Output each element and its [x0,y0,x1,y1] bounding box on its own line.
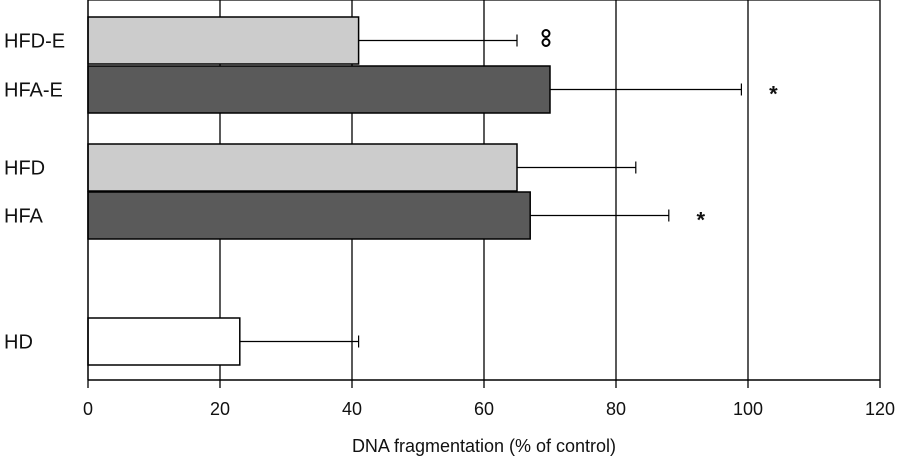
bar-hfa [87,191,531,240]
annotation-hfa: * [697,208,706,233]
x-tick-label-0: 0 [83,399,93,419]
error-bars [239,34,743,348]
x-tick-label-40: 40 [342,399,362,419]
x-tick-label-100: 100 [733,399,763,419]
category-label-hd: HD [4,332,33,354]
x-tick-label-20: 20 [210,399,230,419]
x-tick-label-80: 80 [606,399,626,419]
x-tick-labels: 0 20 40 60 80 100 120 [83,399,895,419]
annotation-hfd-e: °° [541,29,551,47]
axes [87,0,881,388]
x-axis-title: DNA fragmentation (% of control) [352,436,616,456]
bars [87,16,551,366]
category-label-hfa-e: HFA-E [4,80,63,102]
significance-markers: °° * * [541,29,778,233]
category-label-hfd-e: HFD-E [4,31,65,53]
category-label-hfd: HFD [4,158,45,180]
bar-hfa-e [87,65,551,114]
bar-hd [87,317,241,366]
category-labels: HFD-E HFA-E HFD HFA HD [4,31,65,354]
bar-hfd-e [87,16,360,65]
category-label-hfa: HFA [4,206,44,228]
x-tick-label-60: 60 [474,399,494,419]
x-tick-label-120: 120 [865,399,895,419]
annotation-hfa-e: * [769,82,778,107]
bar-hfd [87,143,518,192]
